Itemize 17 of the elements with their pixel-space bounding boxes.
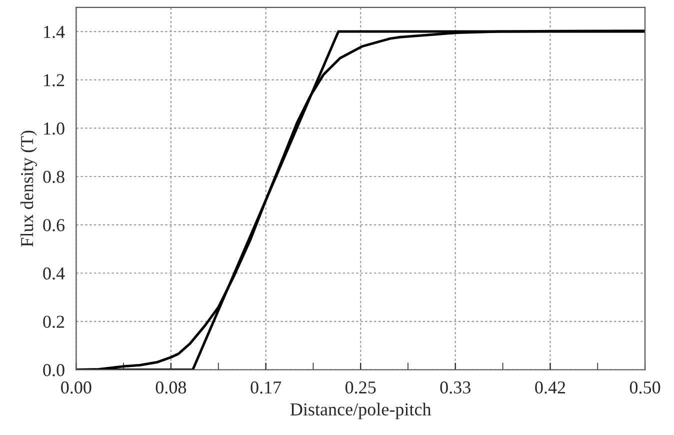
y-tick-label: 0.4 [43,267,65,280]
x-tick-label: 0.42 [535,381,566,394]
x-tick-label: 0.33 [440,381,470,394]
y-tick-label: 0.0 [43,364,64,376]
x-tick-label: 0.08 [156,381,186,394]
y-axis-title: Flux density (T) [20,130,37,247]
y-tick-label: 0.8 [43,170,64,184]
x-tick-label: 0.50 [630,381,660,394]
y-tick-label: 1.4 [44,26,65,38]
y-tick-label: 1.2 [44,74,64,86]
x-axis-title: Distance/pole-pitch [290,402,432,420]
y-tick-label: 0.2 [43,316,64,328]
x-tick-label: 0.00 [61,381,92,394]
x-tick-label: 0.25 [345,381,376,394]
y-tick-label: 0.6 [43,219,65,232]
y-tick-label: 1.0 [44,122,64,135]
x-tick-label: 0.17 [250,381,282,394]
